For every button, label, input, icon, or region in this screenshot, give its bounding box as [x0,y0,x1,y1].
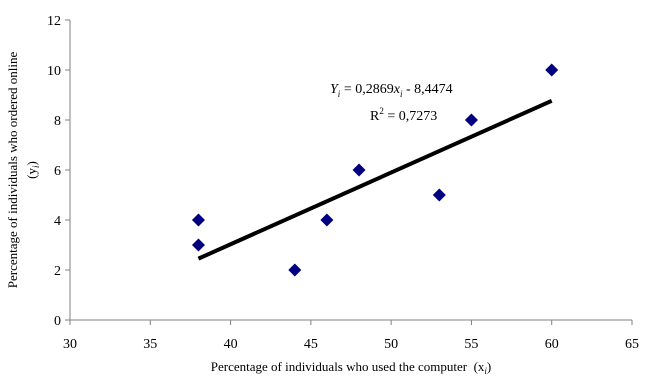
y-tick-label: 4 [54,214,61,229]
y-axis-title: Percentage of individuals who ordered on… [5,52,20,289]
equation-x-subscript: i [400,89,403,99]
data-point [191,238,205,252]
y-axis-variable-close: ) [24,161,39,165]
x-axis-title-text: Percentage of individuals who used the c… [211,359,468,374]
r-squared-value: = 0,7273 [384,109,437,124]
x-tick-label: 65 [625,337,639,352]
y-axis-variable-label: (yi) [24,161,41,179]
y-axis-ticks: 0 2 4 6 8 10 12 [47,14,70,329]
y-tick-label: 8 [54,114,61,129]
data-point [432,188,446,202]
x-tick-label: 40 [224,337,238,352]
y-tick-label: 0 [54,314,61,329]
x-tick-label: 30 [63,337,77,352]
y-tick-label: 2 [54,264,61,279]
r-squared-superscript: 2 [379,106,384,116]
y-axis-variable-subscript: i [31,165,41,168]
equation-y: Y [330,82,340,97]
r-squared-label: R2 = 0,7273 [370,106,437,124]
x-axis-ticks: 30 35 40 45 50 55 60 65 [63,320,639,352]
y-axis-variable: (y [24,168,39,179]
data-point [352,163,366,177]
x-axis-variable-close: ) [487,359,491,374]
y-tick-label: 12 [47,14,61,29]
equation-x: x [393,82,401,97]
plot-area: 0 2 4 6 8 10 12 30 35 40 45 50 55 60 65 [47,14,639,352]
y-tick-label: 6 [54,164,61,179]
trendline-equation: Yi = 0,2869xi - 8,4474 [330,82,453,99]
x-tick-label: 35 [143,337,157,352]
r-squared-r: R [370,109,380,124]
equation-slope: = 0,2869 [340,82,393,97]
data-points [191,63,559,277]
data-point [464,113,478,127]
x-tick-label: 50 [384,337,398,352]
trendline [197,99,553,261]
x-axis-title: Percentage of individuals who used the c… [211,359,492,376]
x-tick-label: 60 [545,337,559,352]
x-axis-variable-subscript: i [484,366,487,376]
data-point [320,213,334,227]
x-tick-label: 45 [304,337,318,352]
equation-intercept: - 8,4474 [402,82,452,97]
y-tick-label: 10 [47,64,61,79]
data-point [191,213,205,227]
data-point [545,63,559,77]
x-tick-label: 55 [464,337,478,352]
x-axis-variable: (x [474,359,485,374]
data-point [288,263,302,277]
equation-y-subscript: i [338,89,341,99]
